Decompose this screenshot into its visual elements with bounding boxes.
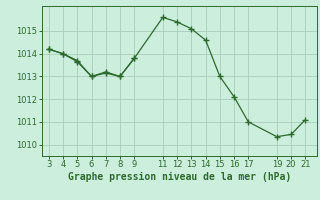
X-axis label: Graphe pression niveau de la mer (hPa): Graphe pression niveau de la mer (hPa): [68, 172, 291, 182]
